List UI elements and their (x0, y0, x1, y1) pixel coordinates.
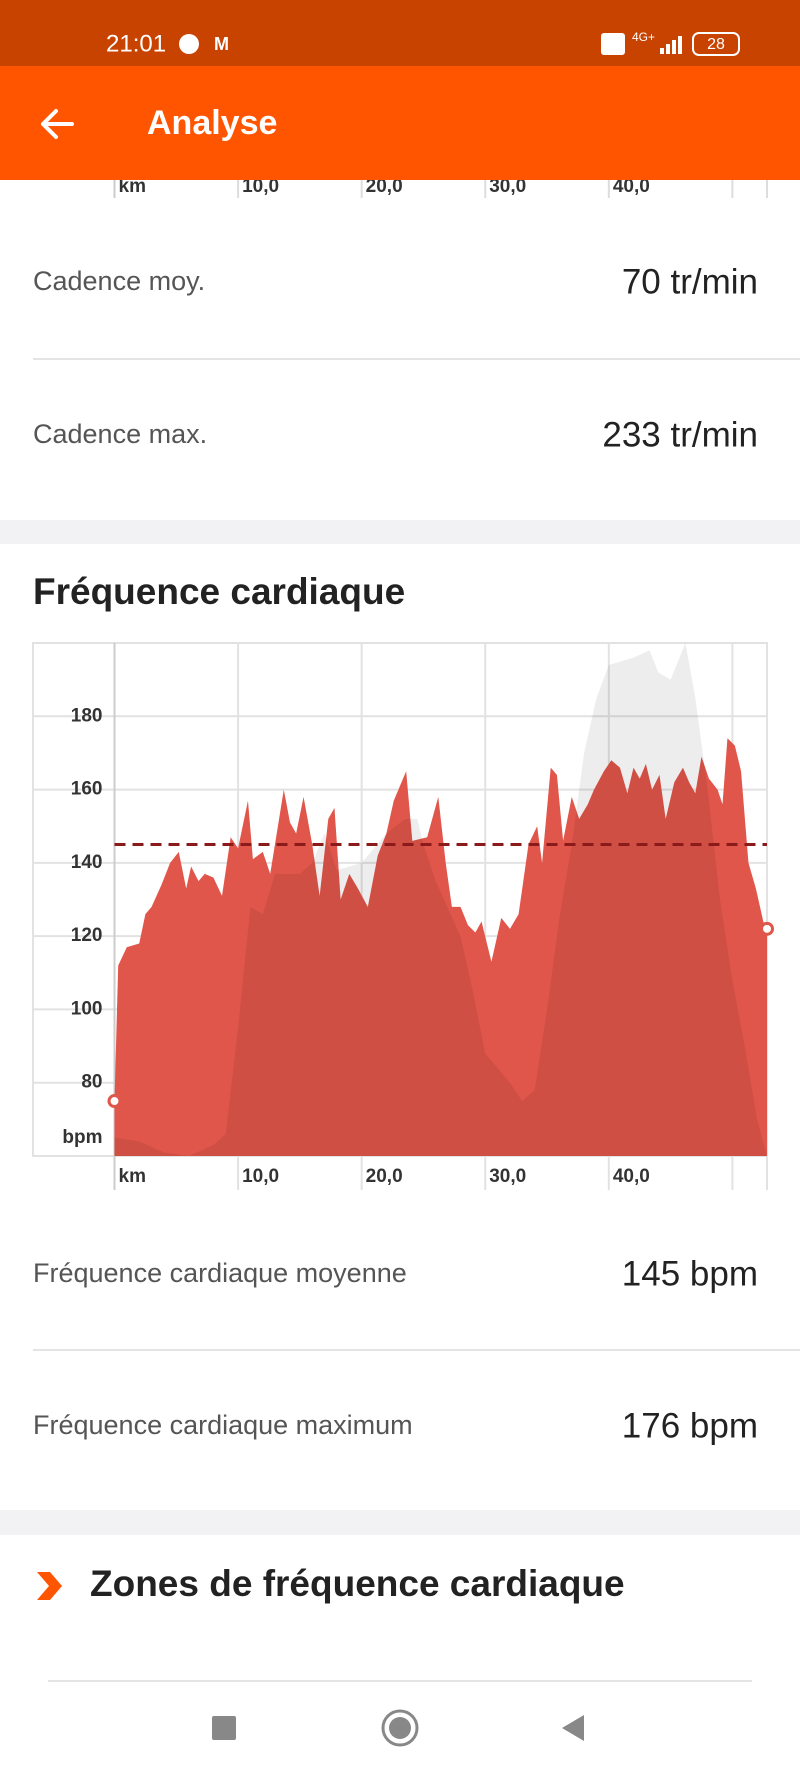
endpoint-marker (760, 921, 774, 936)
stat-value: 145 bpm (622, 1254, 758, 1293)
status-bar (0, 0, 800, 66)
app-bar (0, 66, 800, 180)
x-tick-label: 30,0 (489, 176, 526, 197)
stat-label: Cadence max. (33, 419, 207, 449)
x-axis-label: km (119, 176, 146, 197)
x-tick-label: 40,0 (613, 1166, 650, 1187)
stat-value: 70 tr/min (622, 262, 758, 301)
y-tick-label: 160 (71, 779, 103, 800)
x-axis-label: km (119, 1166, 146, 1187)
section-title: Fréquence cardiaque (33, 571, 405, 612)
y-tick-label: 140 (71, 852, 103, 873)
volte-icon (601, 33, 625, 55)
x-tick-label: 30,0 (489, 1166, 526, 1187)
expand-chevron[interactable] (37, 1572, 62, 1600)
network-type: 4G+ (632, 30, 655, 44)
section-title[interactable]: Zones de fréquence cardiaque (90, 1563, 625, 1604)
nav-home[interactable] (381, 1709, 419, 1747)
endpoint-marker (107, 1094, 122, 1109)
x-tick-label: 20,0 (366, 176, 403, 197)
stat-label: Fréquence cardiaque moyenne (33, 1258, 407, 1288)
gmail-icon: M (214, 34, 229, 54)
x-tick-label: 10,0 (242, 176, 279, 197)
battery-icon (692, 32, 740, 56)
signal-icon (660, 36, 682, 54)
x-tick-label: 40,0 (613, 176, 650, 197)
y-tick-label: 100 (71, 998, 103, 1019)
app-bar-title: Analyse (147, 104, 277, 142)
stat-value: 233 tr/min (602, 415, 758, 454)
stat-label: Cadence moy. (33, 266, 205, 296)
profile-area (114, 643, 767, 1156)
y-tick-label: 180 (71, 705, 103, 726)
heart-rate-area (114, 738, 767, 1156)
nav-recents[interactable] (212, 1716, 236, 1740)
stat-label: Fréquence cardiaque maximum (33, 1410, 413, 1440)
y-tick-label: 120 (71, 925, 103, 946)
back-button[interactable] (41, 109, 74, 139)
y-tick-label: 80 (81, 1072, 102, 1093)
stat-value: 176 bpm (622, 1406, 758, 1445)
section-separator (0, 520, 800, 544)
section-separator (0, 1510, 800, 1535)
nav-home-dot (389, 1717, 411, 1739)
nav-back[interactable] (562, 1715, 584, 1741)
x-tick-label: 20,0 (366, 1166, 403, 1187)
battery-level: 28 (707, 36, 725, 53)
y-axis-label: bpm (62, 1127, 102, 1148)
messenger-icon (179, 34, 199, 54)
status-time: 21:01 (106, 30, 166, 57)
x-tick-label: 10,0 (242, 1166, 279, 1187)
